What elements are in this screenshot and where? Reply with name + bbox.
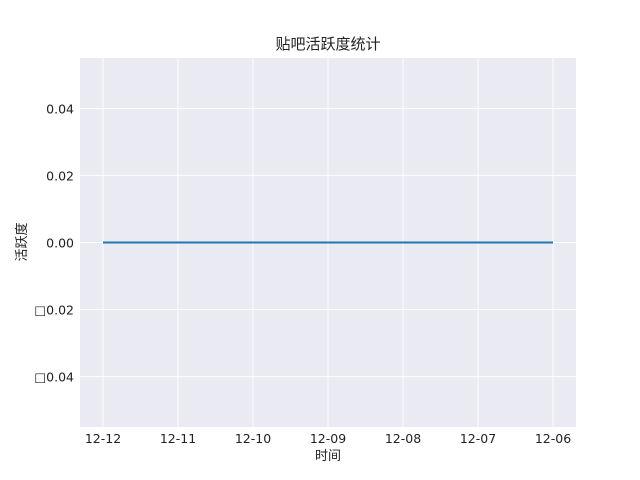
- x-tick-label: 12-07: [460, 431, 496, 446]
- x-axis-label: 时间: [315, 449, 341, 464]
- y-tick-label: □0.04: [34, 370, 74, 385]
- y-tick-label: 0.04: [46, 101, 74, 116]
- x-tick-label: 12-08: [385, 431, 421, 446]
- y-tick-labels: 0.04 0.02 0.00 □0.02 □0.04: [34, 101, 74, 384]
- y-axis-label: 活跃度: [14, 222, 30, 261]
- x-tick-label: 12-12: [85, 431, 121, 446]
- x-tick-label: 12-09: [310, 431, 346, 446]
- chart-title: 贴吧活跃度统计: [275, 35, 380, 53]
- x-tick-labels: 12-12 12-11 12-10 12-09 12-08 12-07 12-06: [85, 431, 571, 446]
- x-tick-label: 12-11: [160, 431, 196, 446]
- x-tick-label: 12-06: [535, 431, 571, 446]
- x-tick-label: 12-10: [235, 431, 271, 446]
- y-tick-label: 0.00: [46, 236, 74, 251]
- y-tick-label: □0.02: [34, 303, 74, 318]
- y-tick-label: 0.02: [46, 168, 74, 183]
